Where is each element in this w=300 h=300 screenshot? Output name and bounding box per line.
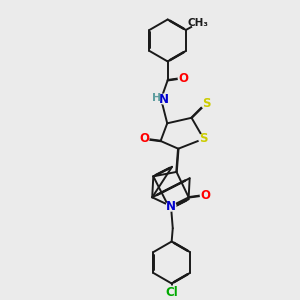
Circle shape [154,94,160,101]
Circle shape [178,73,188,83]
Text: S: S [200,132,208,145]
Text: H: H [152,93,162,103]
Text: O: O [200,189,210,202]
Text: Cl: Cl [165,286,178,299]
Text: N: N [166,200,176,213]
Text: O: O [139,132,149,145]
Text: N: N [159,92,169,106]
Circle shape [199,134,208,144]
Text: CH₃: CH₃ [188,18,208,28]
Circle shape [139,134,149,144]
Circle shape [166,201,176,211]
Circle shape [159,94,169,104]
Circle shape [192,17,204,29]
Circle shape [200,190,210,200]
Text: O: O [178,71,188,85]
Circle shape [201,99,211,108]
Text: S: S [202,97,210,110]
Circle shape [166,286,178,298]
